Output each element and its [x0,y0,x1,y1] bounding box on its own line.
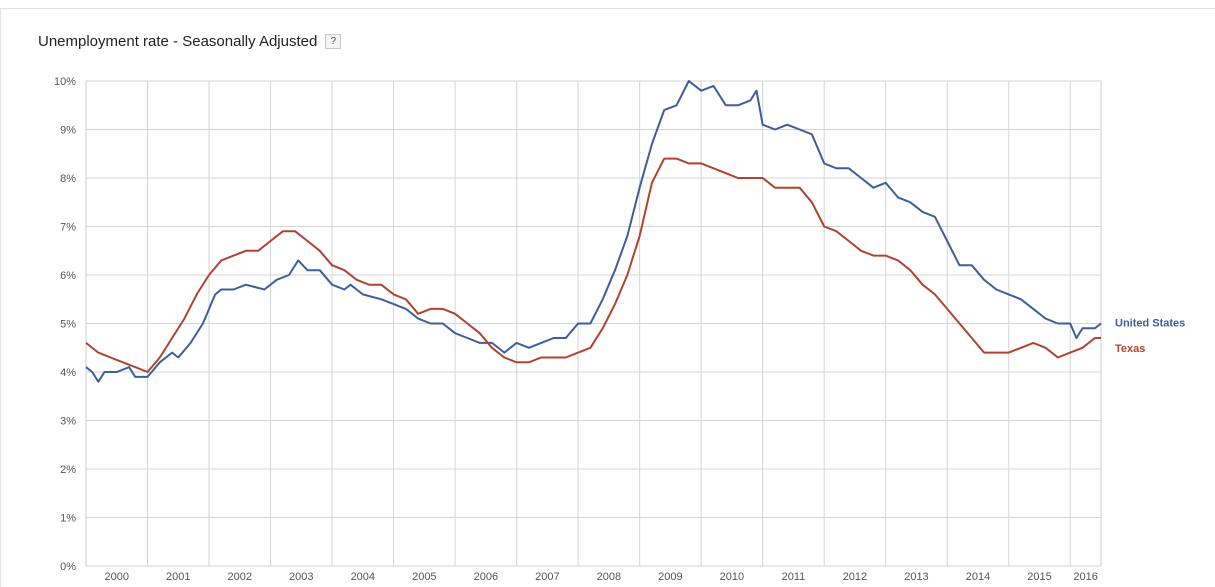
panel-border-top [0,8,1215,9]
x-tick-label: 2011 [782,571,806,583]
x-tick-label: 2000 [105,571,129,583]
series-label-texas: Texas [1115,343,1145,355]
x-tick-label: 2004 [351,571,375,583]
series-end-labels: United States Texas [1115,318,1185,356]
x-tick-label: 2016 [1073,571,1097,583]
x-tick-label: 2015 [1027,571,1051,583]
x-tick-label: 2012 [843,571,867,583]
x-tick-label: 2007 [535,571,559,583]
series-label-united-states: United States [1115,318,1185,330]
y-tick-label: 2% [60,464,76,476]
y-tick-label: 3% [60,416,76,428]
x-tick-label: 2013 [904,571,928,583]
series-line-texas [85,157,1101,373]
y-tick-label: 7% [60,222,76,234]
y-tick-label: 6% [60,270,76,282]
y-tick-label: 0% [60,561,76,573]
x-tick-label: 2001 [166,571,190,583]
x-tick-label: 2005 [412,571,436,583]
x-axis-tick-labels: 2000 2001 2002 2003 2004 2005 2006 2007 2008 2009… [105,571,1098,583]
y-tick-label: 9% [60,125,76,137]
panel-border-left [0,8,1,587]
y-axis-tick-labels: 0% 1% 2% 3% 4% 5% 6% 7% 8% 9% 10% [54,76,76,573]
y-tick-label: 4% [60,367,76,379]
horizontal-gridlines [86,80,1101,567]
x-tick-label: 2009 [658,571,682,583]
series-lines [85,80,1102,383]
x-tick-label: 2014 [966,571,990,583]
chart-header: Unemployment rate - Seasonally Adjusted … [38,33,342,50]
y-tick-label: 1% [60,513,76,525]
x-tick-label: 2010 [720,571,744,583]
series-line-united-states [85,80,1102,383]
y-tick-label: 8% [60,173,76,185]
x-tick-label: 2006 [474,571,498,583]
y-tick-label: 10% [54,76,76,88]
chart-title: Unemployment rate - Seasonally Adjusted [38,33,318,50]
help-icon[interactable]: ? [325,34,342,49]
y-tick-label: 5% [60,319,76,331]
x-tick-label: 2003 [289,571,313,583]
x-tick-label: 2008 [597,571,621,583]
x-tick-label: 2002 [228,571,252,583]
